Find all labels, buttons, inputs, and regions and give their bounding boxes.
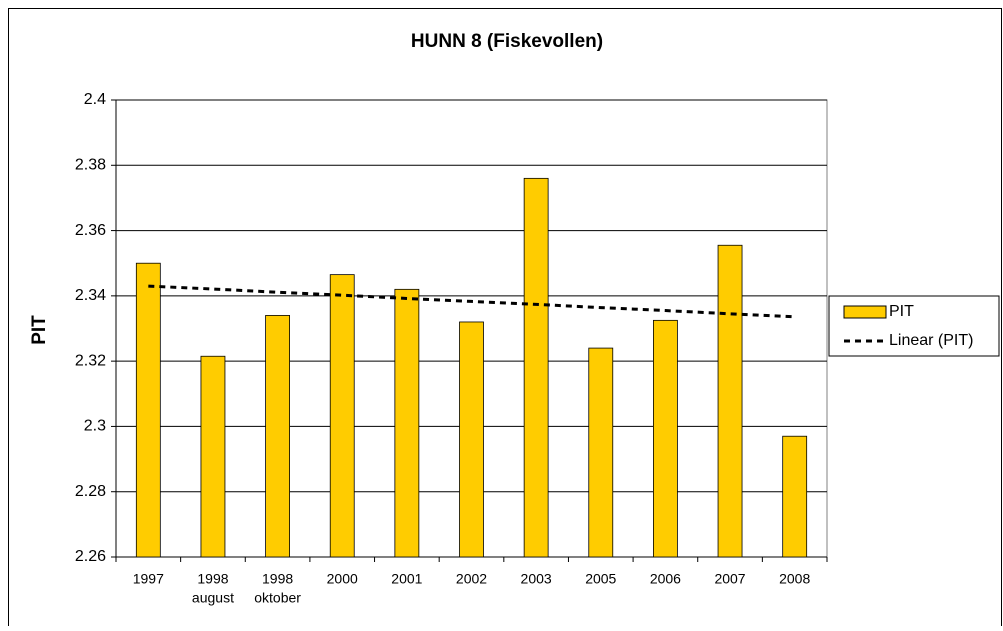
x-tick-label: 1997: [133, 571, 164, 587]
bar: [782, 435, 808, 558]
x-tick-label: 2005: [585, 571, 616, 587]
x-tick-label: 2002: [456, 571, 487, 587]
bar: [135, 262, 161, 558]
y-tick-label: 2.38: [75, 157, 106, 174]
trend-line: [148, 284, 795, 319]
y-tick-label: 2.4: [84, 91, 106, 108]
y-tick-label: 2.34: [75, 287, 106, 304]
y-tick-label: 2.3: [84, 418, 106, 435]
chart-title: HUNN 8 (Fiskevollen): [411, 31, 603, 52]
bar: [523, 177, 549, 558]
bar: [394, 288, 420, 558]
x-tick-label: 2000: [327, 571, 358, 587]
x-tick-label: 1998: [262, 571, 293, 587]
bar: [329, 274, 355, 558]
bar: [717, 244, 743, 558]
x-tick-label: 2001: [391, 571, 422, 587]
legend-label: Linear (PIT): [889, 332, 973, 349]
y-tick-label: 2.26: [75, 548, 106, 565]
x-tick-label: 2007: [714, 571, 745, 587]
y-axis-label: PIT: [29, 315, 50, 345]
y-tick-label: 2.36: [75, 222, 106, 239]
y-tick-label: 2.32: [75, 352, 106, 369]
bar: [459, 321, 484, 558]
bar: [653, 319, 678, 558]
x-tick-label: 2006: [650, 571, 681, 587]
x-tick-label: august: [192, 590, 234, 606]
x-tick-label: oktober: [254, 590, 301, 606]
bar: [588, 347, 614, 558]
bar: [265, 315, 290, 558]
bar: [200, 355, 226, 558]
y-tick-label: 2.28: [75, 483, 106, 500]
x-tick-label: 1998: [197, 571, 228, 587]
legend-label: PIT: [889, 303, 914, 320]
x-tick-label: 2008: [779, 571, 810, 587]
legend-swatch: [843, 305, 887, 319]
x-tick-label: 2003: [521, 571, 552, 587]
